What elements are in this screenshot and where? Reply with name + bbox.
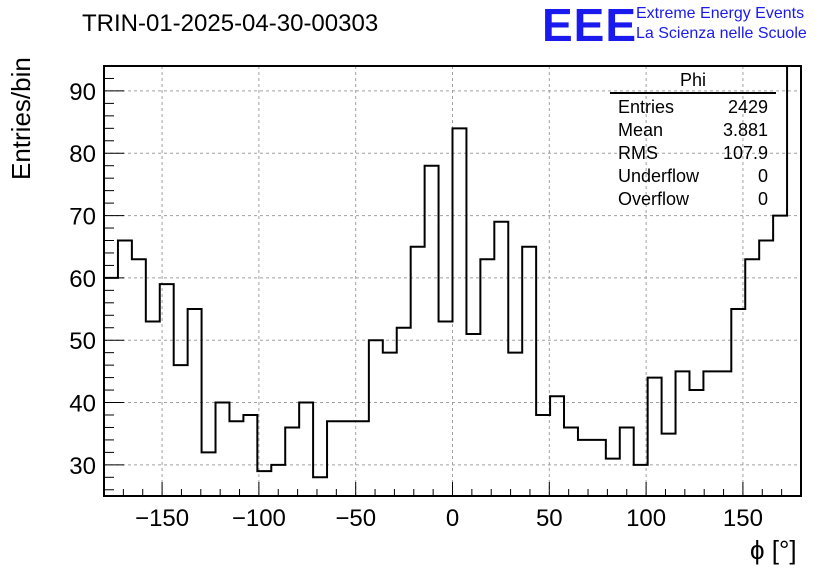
- x-axis-label: ϕ [°]: [750, 535, 797, 565]
- x-tick-label: 100: [626, 505, 666, 532]
- histogram-bin: [132, 259, 146, 496]
- histogram-bin: [606, 459, 620, 496]
- histogram-bin: [146, 322, 160, 496]
- histogram-bin: [453, 128, 467, 496]
- stats-title: Phi: [679, 70, 706, 90]
- histogram-bin: [299, 403, 313, 496]
- eee-logo: EEE: [542, 0, 638, 51]
- histogram-bin: [522, 247, 536, 496]
- histogram-bin: [118, 240, 132, 496]
- histogram-bin: [592, 440, 606, 496]
- histogram-bin: [703, 371, 717, 496]
- histogram-bin: [745, 259, 759, 496]
- eee-logo-text: Extreme Energy Events La Scienza nelle S…: [636, 4, 807, 44]
- histogram-bin: [313, 477, 327, 496]
- x-tick-label: 150: [723, 505, 763, 532]
- y-tick-label: 50: [69, 328, 96, 355]
- stats-value: 3.881: [722, 120, 768, 140]
- histogram-bin: [689, 390, 703, 496]
- histogram-bin: [480, 259, 494, 496]
- histogram-bin: [425, 166, 439, 496]
- plot-frame: [103, 65, 802, 497]
- y-tick-label: 90: [69, 79, 96, 106]
- y-tick-label: 70: [69, 204, 96, 231]
- histogram-bin: [662, 434, 676, 496]
- x-tick-label: −100: [232, 505, 286, 532]
- y-tick-label: 40: [69, 391, 96, 418]
- stats-label: Entries: [618, 97, 675, 117]
- histogram-bin: [202, 452, 216, 496]
- histogram-bin: [634, 465, 648, 496]
- histogram-bin: [564, 427, 578, 496]
- histogram-bin: [383, 353, 397, 496]
- histogram-bin: [787, 66, 801, 496]
- histogram-bin: [341, 421, 355, 496]
- stats-divider: [610, 92, 776, 94]
- histogram-bin: [676, 371, 690, 496]
- histogram-bin: [397, 328, 411, 496]
- stats-row-entries: Entries 2429: [610, 96, 776, 119]
- histogram-bin: [243, 415, 257, 496]
- logo-line-1: Extreme Energy Events: [636, 5, 805, 22]
- stats-value: 107.9: [722, 143, 768, 163]
- histogram-bin: [773, 216, 787, 496]
- stats-row-underflow: Underflow 0: [610, 165, 776, 188]
- histogram-bin: [271, 465, 285, 496]
- stats-box: Phi Entries 2429 Mean 3.881 RMS 107.9 Un…: [610, 70, 776, 211]
- histogram-bin: [174, 365, 188, 496]
- histogram-bin: [327, 421, 341, 496]
- histogram-bin: [257, 471, 271, 496]
- stats-label: RMS: [618, 143, 658, 163]
- histogram-bin: [104, 278, 118, 496]
- histogram-bin: [229, 421, 243, 496]
- stats-row-mean: Mean 3.881: [610, 119, 776, 142]
- histogram-bin: [508, 353, 522, 496]
- stats-row-overflow: Overflow 0: [610, 188, 776, 211]
- x-tick-label: −50: [335, 505, 376, 532]
- histogram-bin: [731, 309, 745, 496]
- histogram-bin: [759, 240, 773, 496]
- histogram-bin: [411, 247, 425, 496]
- histogram-bin: [216, 403, 230, 496]
- y-axis-label: Entries/bin: [6, 57, 36, 180]
- chart-title: TRIN-01-2025-04-30-00303: [82, 10, 379, 37]
- stats-value: 0: [757, 189, 768, 209]
- x-tick-label: −150: [135, 505, 189, 532]
- stats-label: Overflow: [618, 189, 690, 209]
- histogram-bin: [717, 371, 731, 496]
- y-tick-label: 30: [69, 453, 96, 480]
- histogram-bin: [620, 427, 634, 496]
- stats-value: 2429: [727, 97, 768, 117]
- tick-labels: −150 −100 −50 0 50 100 150 30 40 50 60 70 80 90: [69, 79, 763, 532]
- stats-label: Underflow: [618, 166, 700, 186]
- stats-label: Mean: [618, 120, 664, 140]
- histogram-bin: [648, 378, 662, 496]
- y-tick-label: 60: [69, 266, 96, 293]
- histogram-bin: [285, 427, 299, 496]
- histogram-bin: [536, 415, 550, 496]
- histogram-bin: [160, 284, 174, 496]
- histogram-bin: [550, 396, 564, 496]
- x-tick-label: 0: [446, 505, 459, 532]
- histogram-bin: [466, 334, 480, 496]
- stats-row-rms: RMS 107.9: [610, 142, 776, 165]
- histogram-bin: [188, 309, 202, 496]
- logo-line-2: La Scienza nelle Scuole: [636, 25, 807, 42]
- histogram-series: [104, 65, 801, 479]
- stats-value: 0: [757, 166, 768, 186]
- histogram-bin: [439, 322, 453, 496]
- histogram-bin: [369, 340, 383, 496]
- y-tick-label: 80: [69, 141, 96, 168]
- histogram-bin: [355, 421, 369, 496]
- histogram-bin: [494, 222, 508, 496]
- histogram-bin: [578, 440, 592, 496]
- x-tick-label: 50: [536, 505, 563, 532]
